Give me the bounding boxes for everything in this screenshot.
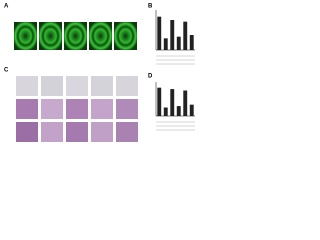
bar <box>176 36 181 50</box>
bar <box>189 35 194 50</box>
panel-label: D <box>148 74 153 80</box>
panel-label: B <box>148 4 153 10</box>
bar <box>157 16 162 51</box>
pm-tables <box>156 55 195 131</box>
bar <box>170 20 175 50</box>
figure: A B C D <box>4 4 195 142</box>
panel-c-images <box>16 76 138 142</box>
bar <box>163 38 168 50</box>
bar <box>189 104 194 116</box>
bar <box>183 90 188 116</box>
bar <box>157 87 162 116</box>
panel-a-images <box>14 22 137 50</box>
panel-label: C <box>4 68 9 74</box>
bar <box>176 106 181 116</box>
bar <box>163 107 168 116</box>
bar <box>183 21 188 50</box>
panel-label: A <box>4 4 9 10</box>
bar <box>170 89 175 116</box>
